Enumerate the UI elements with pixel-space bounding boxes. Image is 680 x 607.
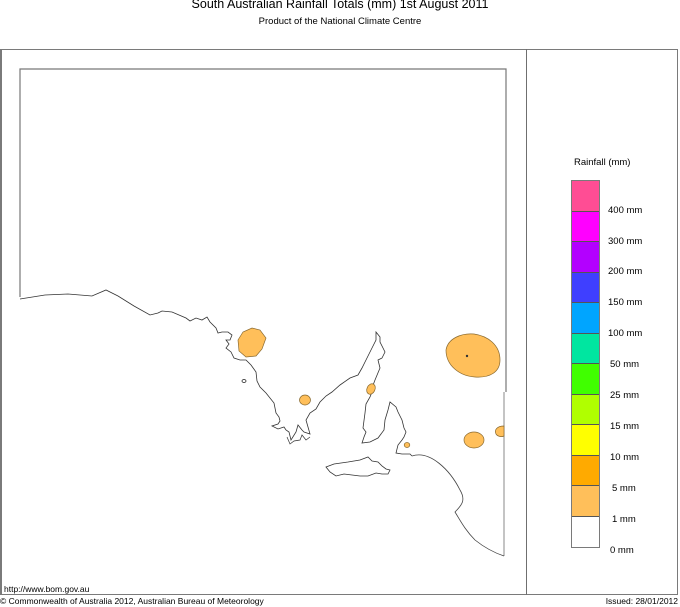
legend-label: 25 mm	[610, 390, 640, 401]
legend-swatch	[572, 455, 599, 486]
island	[241, 379, 247, 383]
legend-label: 1 mm	[612, 514, 636, 525]
legend-divider	[526, 49, 527, 595]
map-frame	[0, 49, 678, 595]
legend-label: 10 mm	[610, 452, 640, 463]
legend-swatch	[572, 242, 599, 273]
legend-label: 100 mm	[608, 328, 643, 339]
map-subtitle: Product of the National Climate Centre	[258, 16, 422, 27]
legend-label: 5 mm	[612, 483, 636, 494]
rainfall-area	[463, 431, 485, 449]
legend-label: 200 mm	[608, 266, 643, 277]
map-title: South Australian Rainfall Totals (mm) 1s…	[191, 0, 489, 11]
legend-title: Rainfall (mm)	[574, 157, 631, 168]
kangaroo-island	[325, 456, 391, 477]
copyright-notice: © Commonwealth of Australia 2012, Austra…	[0, 596, 264, 606]
rainfall-area	[403, 442, 411, 448]
legend-label: 50 mm	[610, 359, 640, 370]
website-link[interactable]: http://www.bom.gov.au	[4, 584, 90, 594]
legend-swatch	[572, 272, 599, 303]
rainfall-area	[237, 327, 267, 358]
legend-swatch	[572, 181, 599, 212]
state-border	[19, 68, 507, 392]
rainfall-area	[299, 394, 311, 406]
legend-colorbar	[571, 180, 600, 548]
legend-swatch	[572, 303, 599, 334]
legend-label: 15 mm	[610, 421, 640, 432]
coastline-southeast	[411, 454, 505, 557]
legend-swatch	[572, 394, 599, 425]
rainfall-area	[495, 425, 505, 437]
legend-label: 0 mm	[610, 545, 634, 556]
legend-swatch	[572, 333, 599, 364]
coastline-eyre	[286, 434, 311, 445]
legend-swatch	[572, 211, 599, 242]
coastline	[19, 289, 413, 457]
legend-swatch	[572, 516, 599, 547]
legend-swatch	[572, 425, 599, 456]
rainfall-area	[445, 333, 501, 378]
legend-swatch	[572, 364, 599, 395]
station-dot	[465, 354, 469, 358]
rainfall-area	[366, 383, 376, 395]
legend-label: 400 mm	[608, 205, 643, 216]
legend-label: 150 mm	[608, 297, 643, 308]
legend-swatch	[572, 486, 599, 517]
legend-label: 300 mm	[608, 236, 643, 247]
issued-date: Issued: 28/01/2012	[605, 596, 678, 606]
